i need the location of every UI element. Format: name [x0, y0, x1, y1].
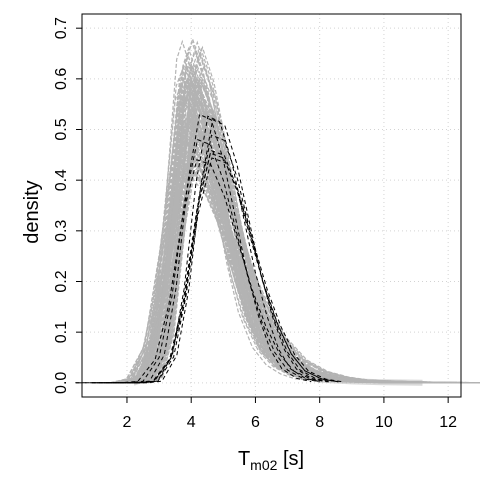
observed-density-line-5 — [96, 113, 312, 384]
x-axis: 2 4 6 8 10 12 — [123, 397, 457, 431]
observed-density-line-main — [85, 138, 320, 384]
x-tick-label-0: 2 — [123, 414, 132, 431]
x-axis-title-subscript: m02 — [250, 457, 277, 473]
x-tick-label-3: 8 — [315, 414, 324, 431]
x-tick-label-1: 4 — [187, 414, 196, 431]
observed-density-line-4 — [91, 157, 343, 384]
x-axis-title-main: T — [238, 448, 250, 470]
observed-density-line-2 — [100, 134, 332, 384]
ensemble-density-line-108 — [131, 39, 385, 384]
y-tick-label-0: 0.0 — [53, 372, 70, 394]
ensemble-density-line-112 — [147, 75, 427, 384]
plot-frame — [81, 13, 462, 398]
x-axis-title: Tm02 [s] — [238, 448, 304, 473]
y-tick-label-6: 0.6 — [53, 68, 70, 90]
ensemble-density-line-107 — [138, 119, 459, 384]
y-tick-label-2: 0.2 — [53, 270, 70, 292]
ensemble-density-line-28 — [139, 116, 457, 384]
ensemble-density-line-111 — [135, 133, 473, 384]
y-axis-title: density — [21, 180, 43, 243]
observed-density-line-6 — [93, 149, 339, 384]
observed-density-lines — [75, 113, 343, 384]
x-tick-label-5: 12 — [439, 414, 457, 431]
y-tick-label-5: 0.5 — [53, 118, 70, 140]
ensemble-density-lines — [109, 36, 480, 386]
y-axis: 0.0 0.1 0.2 0.3 0.4 0.5 0.6 0.7 — [53, 17, 82, 394]
y-tick-label-3: 0.3 — [53, 220, 70, 242]
ensemble-density-line-40 — [141, 106, 449, 384]
x-axis-title-unit: [s] — [277, 448, 304, 470]
x-tick-label-2: 6 — [251, 414, 260, 431]
y-tick-label-7: 0.7 — [53, 17, 70, 39]
observed-density-line-7 — [104, 115, 321, 384]
x-tick-label-4: 10 — [375, 414, 393, 431]
y-tick-label-1: 0.1 — [53, 321, 70, 343]
y-tick-label-4: 0.4 — [53, 169, 70, 191]
